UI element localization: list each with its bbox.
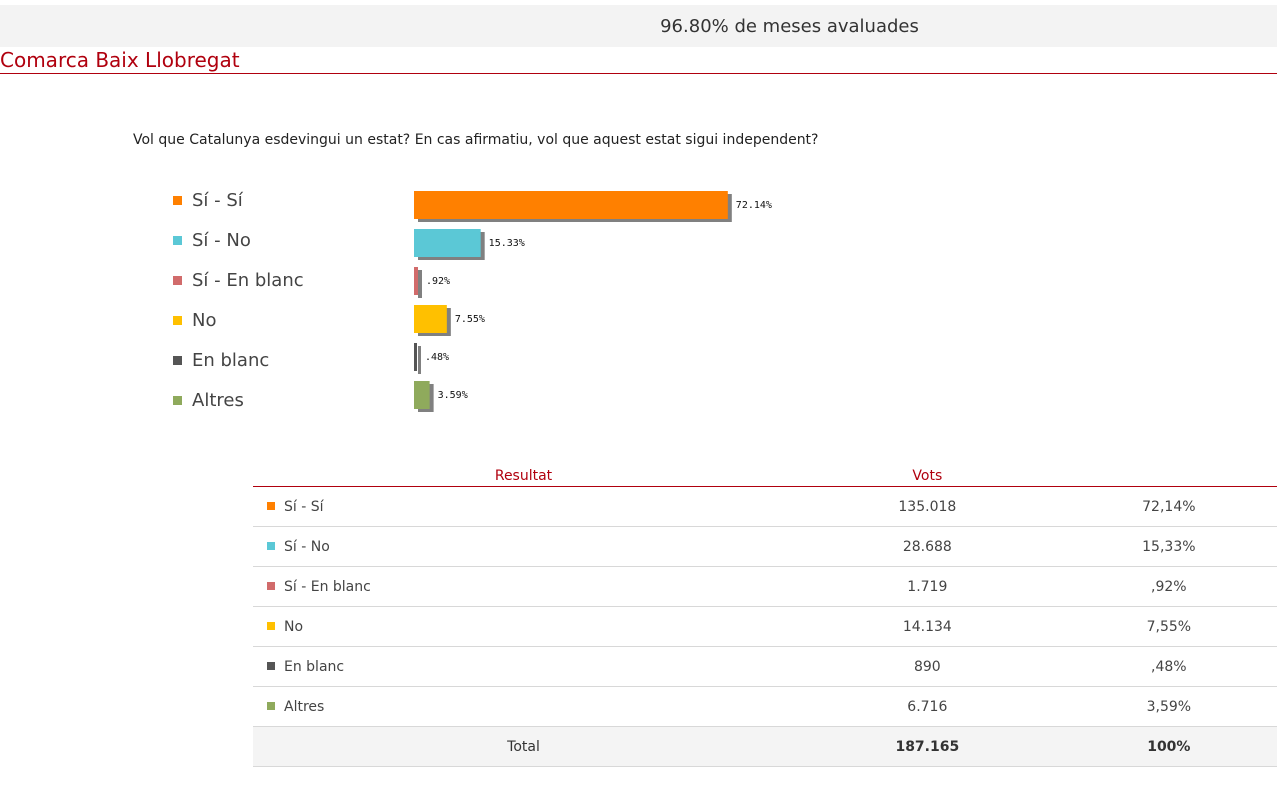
row-swatch — [267, 621, 275, 630]
row-votes: 28.688 — [794, 526, 1061, 567]
row-pct: ,92% — [1060, 566, 1277, 607]
table-row: Altres 6.716 3,59% — [253, 686, 1277, 727]
bar-label-altres: 3.59% — [438, 390, 468, 401]
header-result: Resultat — [253, 466, 795, 487]
header-pct — [1060, 466, 1277, 487]
legend-item-s-no: Sí - No — [173, 220, 251, 260]
legend-swatch — [173, 315, 182, 325]
bar-label-s-en-blanc: .92% — [426, 276, 450, 287]
row-label: Altres — [284, 698, 325, 715]
total-votes: 187.165 — [794, 726, 1061, 767]
total-row: Total 187.165 100% — [253, 726, 1277, 767]
legend-label: Altres — [192, 389, 244, 411]
legend-swatch — [173, 355, 182, 365]
bar-shadow-en-blanc — [418, 346, 421, 374]
row-pct: 15,33% — [1060, 526, 1277, 567]
table-row: No 14.134 7,55% — [253, 606, 1277, 647]
row-swatch — [267, 661, 275, 670]
bar-label-no: 7.55% — [455, 314, 485, 325]
bar-altres — [414, 381, 430, 409]
header-votes: Vots — [794, 466, 1061, 487]
row-swatch — [267, 501, 275, 510]
row-swatch — [267, 541, 275, 550]
table-row: Sí - No 28.688 15,33% — [253, 526, 1277, 567]
bar-label-en-blanc: .48% — [425, 352, 449, 363]
row-label: Sí - En blanc — [284, 578, 371, 595]
bar-en-blanc — [414, 343, 417, 371]
row-name: No — [253, 606, 795, 647]
legend-label: Sí - En blanc — [192, 269, 304, 291]
table-body: Sí - Sí 135.018 72,14% Sí - No 28.688 15,33% S… — [253, 486, 1277, 767]
total-label: Total — [253, 726, 795, 767]
bar-label-s-no: 15.33% — [489, 238, 525, 249]
row-votes: 135.018 — [794, 486, 1061, 527]
legend-swatch — [173, 235, 182, 245]
table-row: Sí - En blanc 1.719,92% — [253, 566, 1277, 607]
table-header-row: Resultat Vots — [253, 466, 1277, 487]
legend-label: Sí - No — [192, 229, 251, 251]
row-pct: 3,59% — [1060, 686, 1277, 727]
row-swatch — [267, 581, 275, 590]
row-votes: 890 — [794, 646, 1061, 687]
row-votes: 14.134 — [794, 606, 1061, 647]
legend-item-altres: Altres — [173, 380, 244, 420]
bar-s-s — [414, 191, 728, 219]
bar-s-en-blanc — [414, 267, 419, 295]
legend-label: En blanc — [192, 349, 270, 371]
row-label: En blanc — [284, 658, 345, 675]
total-pct: 100% — [1060, 726, 1277, 767]
row-name: En blanc — [253, 646, 795, 687]
row-votes: 1.719 — [794, 566, 1061, 607]
bar-label-s-s: 72.14% — [736, 200, 772, 211]
row-name: Altres — [253, 686, 795, 727]
legend-label: No — [192, 309, 217, 331]
title-divider — [0, 73, 1277, 74]
row-label: Sí - Sí — [284, 498, 324, 515]
row-label: Sí - No — [284, 538, 330, 555]
row-name: Sí - No — [253, 526, 795, 567]
bar-shadow-s-en-blanc — [418, 270, 423, 298]
legend-item-s-en-blanc: Sí - En blanc — [173, 260, 304, 300]
header-bar: 96.80% de meses avaluades — [0, 5, 1277, 47]
bar-no — [414, 305, 447, 333]
bar-s-no — [414, 229, 481, 257]
legend-item-no: No — [173, 300, 216, 340]
table-row: Sí - Sí 135.018 72,14% — [253, 486, 1277, 527]
row-pct: ,48% — [1060, 646, 1277, 687]
region-title: Comarca Baix Llobregat — [0, 48, 240, 72]
legend-swatch — [173, 395, 182, 405]
bar-chart: 72.14% 15.33% .92% 7.55% .48% 3.59% — [414, 191, 772, 412]
row-name: Sí - En blanc — [253, 566, 795, 607]
legend-label: Sí - Sí — [192, 189, 243, 211]
row-pct: 72,14% — [1060, 486, 1277, 527]
row-votes: 6.716 — [794, 686, 1061, 727]
legend-item-s-s: Sí - Sí — [173, 180, 243, 220]
row-name: Sí - Sí — [253, 486, 795, 527]
row-label: No — [284, 618, 304, 635]
row-pct: 7,55% — [1060, 606, 1277, 647]
question-text: Vol que Catalunya esdevingui un estat? E… — [133, 132, 819, 148]
row-swatch — [267, 701, 275, 710]
results-table: Resultat Vots Sí - Sí 135.018 72,14% Sí - N… — [253, 466, 1277, 767]
legend-swatch — [173, 195, 182, 205]
legend-item-en-blanc: En blanc — [173, 340, 269, 380]
legend-swatch — [173, 275, 182, 285]
coverage-text: 96.80% de meses avaluades — [660, 16, 919, 37]
table-row: En blanc 890,48% — [253, 646, 1277, 687]
